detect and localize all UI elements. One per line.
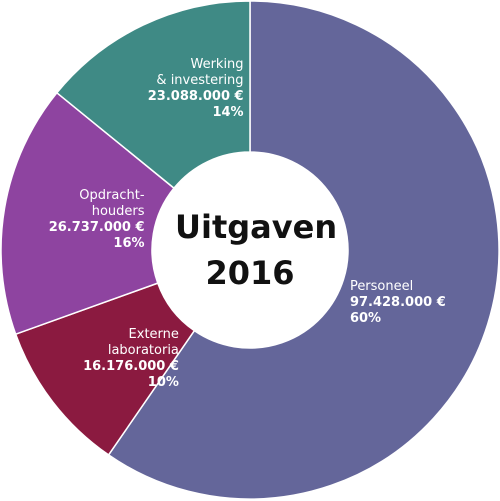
- chart-title: Uitgaven 2016: [175, 208, 338, 292]
- category-label: Externe laboratoria: [107, 326, 179, 358]
- slice-label: Werking & investering 23.088.000 €14%: [104, 57, 244, 121]
- value-label: 16.176.000 €: [83, 358, 179, 374]
- category-label: Opdracht- houders: [79, 188, 145, 220]
- value-label: 97.428.000 €: [349, 294, 446, 310]
- donut-slice: [55, 0, 251, 190]
- value-label: 26.737.000 €: [48, 220, 145, 236]
- value-label: 23.088.000 €: [147, 89, 244, 105]
- slice-label: Personeel 97.428.000 €60%: [350, 279, 490, 327]
- percent-label: 60%: [349, 310, 382, 326]
- percent-label: 14%: [212, 105, 244, 121]
- percent-label: 10%: [147, 374, 179, 390]
- category-label: Personeel: [349, 278, 414, 294]
- category-label: Werking & investering: [156, 57, 244, 89]
- donut-slice: [107, 0, 500, 500]
- slice-label: Externe laboratoria 16.176.000 €10%: [39, 327, 179, 391]
- percent-label: 16%: [113, 236, 145, 252]
- slice-label: Opdracht- houders 26.737.000 €16%: [5, 188, 145, 252]
